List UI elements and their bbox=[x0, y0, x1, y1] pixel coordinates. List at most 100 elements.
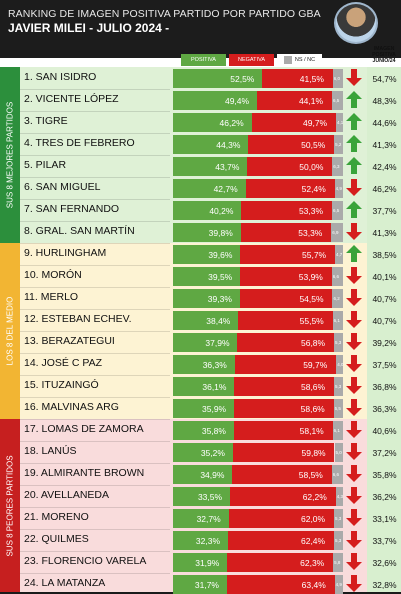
bar-ns-label: 4,1 bbox=[337, 120, 344, 125]
legend-positive: POSITIVA bbox=[181, 54, 226, 66]
bar-positive-label: 32,3% bbox=[195, 536, 221, 546]
trend-up-arrow-icon bbox=[346, 245, 362, 262]
bar-negative bbox=[240, 267, 332, 286]
row-divider bbox=[20, 397, 170, 398]
bar-ns-label: 6,3 bbox=[333, 164, 340, 169]
group-label-worst-text: SUS 8 PEORES PARTIDOS bbox=[5, 454, 15, 557]
trend-down-arrow-icon bbox=[346, 179, 362, 196]
trend-down-arrow-icon bbox=[346, 399, 362, 416]
bar-negative-label: 62,2% bbox=[302, 492, 327, 502]
bar-positive bbox=[173, 465, 233, 484]
trend-down-arrow-icon bbox=[346, 443, 362, 460]
bar-ns-label: 5,2 bbox=[335, 142, 342, 147]
bar-negative bbox=[241, 201, 332, 220]
district-name: 8. GRAL. SAN MARTÍN bbox=[24, 225, 135, 237]
bar-ns bbox=[332, 421, 343, 440]
district-name: 19. ALMIRANTE BROWN bbox=[24, 467, 145, 479]
bar-negative-label: 55,5% bbox=[299, 316, 324, 326]
bar-positive-label: 43,7% bbox=[215, 162, 240, 172]
prev-value: 38,5% bbox=[372, 250, 397, 260]
row-divider bbox=[20, 89, 170, 90]
prev-value: 46,2% bbox=[372, 184, 397, 194]
bar-negative-label: 59,7% bbox=[303, 360, 328, 370]
bar-ns bbox=[332, 69, 343, 88]
trend-down-arrow-icon bbox=[346, 223, 362, 240]
district-name: 17. LOMAS DE ZAMORA bbox=[24, 423, 144, 435]
bar-negative bbox=[228, 509, 334, 528]
district-name: 11. MERLO bbox=[24, 291, 79, 303]
bar-ns bbox=[335, 487, 343, 506]
prev-value: 36,3% bbox=[372, 404, 397, 414]
bar-ns-label: 5,3 bbox=[334, 538, 342, 543]
district-name: 20. AVELLANEDA bbox=[24, 489, 110, 501]
district-name: 1. SAN ISIDRO bbox=[24, 71, 97, 83]
district-name: 16. MALVINAS ARG bbox=[24, 401, 119, 413]
trend-down-arrow-icon bbox=[346, 531, 362, 548]
prev-value: 40,7% bbox=[372, 294, 397, 304]
trend-up-arrow-icon bbox=[346, 91, 362, 108]
trend-up-arrow-icon bbox=[346, 157, 362, 174]
avatar bbox=[334, 2, 378, 44]
bar-negative-label: 53,3% bbox=[298, 206, 324, 216]
prev-value: 36,8% bbox=[372, 382, 397, 392]
prev-value: 33,1% bbox=[372, 514, 397, 524]
bar-negative bbox=[232, 443, 335, 462]
row-divider bbox=[20, 243, 170, 244]
bar-negative bbox=[233, 421, 333, 440]
bar-negative bbox=[248, 135, 335, 154]
trend-up-arrow-icon bbox=[346, 135, 362, 152]
group-label-best-text: SUS 8 MEJORES PARTIDOS bbox=[5, 101, 15, 209]
district-name: 13. BERAZATEGUI bbox=[24, 335, 115, 347]
trend-down-arrow-icon bbox=[346, 289, 362, 306]
prev-value: 37,5% bbox=[372, 360, 397, 370]
bar-positive bbox=[173, 553, 228, 572]
prev-value: 41,3% bbox=[372, 140, 397, 150]
bar-positive bbox=[173, 157, 248, 176]
bar-ns bbox=[331, 465, 343, 484]
row-divider bbox=[20, 177, 170, 178]
row-divider bbox=[20, 419, 170, 420]
bar-ns-label: 6,5 bbox=[332, 208, 340, 213]
trend-down-arrow-icon bbox=[346, 333, 362, 350]
bar-negative-label: 50,5% bbox=[301, 140, 326, 150]
bar-positive-label: 52,5% bbox=[230, 74, 255, 84]
bar-positive-label: 46,2% bbox=[219, 118, 244, 128]
bar-positive-label: 35,8% bbox=[201, 426, 226, 436]
bar-positive bbox=[173, 91, 257, 110]
bar-ns-label: 4,3 bbox=[336, 494, 343, 499]
bar-positive-label: 40,2% bbox=[209, 206, 234, 216]
bar-positive-label: 39,5% bbox=[208, 272, 233, 282]
bar-positive bbox=[173, 113, 252, 132]
bar-ns bbox=[336, 113, 343, 132]
row-divider bbox=[20, 199, 170, 200]
district-name: 21. MORENO bbox=[24, 511, 89, 523]
bar-negative bbox=[238, 311, 333, 330]
district-name: 24. LA MATANZA bbox=[24, 577, 106, 589]
prev-value: 37,2% bbox=[372, 448, 397, 458]
bar-negative bbox=[240, 223, 332, 242]
prev-value: 48,3% bbox=[372, 96, 397, 106]
trend-down-arrow-icon bbox=[346, 377, 362, 394]
district-name: 6. SAN MIGUEL bbox=[24, 181, 101, 193]
bar-ns-label: 5,3 bbox=[334, 384, 342, 389]
bar-ns bbox=[334, 575, 343, 594]
bar-ns-label: 6,2 bbox=[333, 296, 340, 301]
bar-positive-label: 32,7% bbox=[196, 514, 221, 524]
bar-ns bbox=[333, 399, 343, 418]
bar-positive bbox=[173, 311, 239, 330]
prev-value: 41,3% bbox=[372, 228, 397, 238]
row-divider bbox=[20, 111, 170, 112]
header: RANKING DE IMAGEN POSITIVA PARTIDO POR P… bbox=[0, 0, 401, 58]
bar-negative bbox=[229, 487, 336, 506]
bar-negative-label: 56,8% bbox=[300, 338, 326, 348]
trend-down-arrow-icon bbox=[346, 487, 362, 504]
bar-positive-label: 31,7% bbox=[194, 580, 219, 590]
bar-negative bbox=[237, 333, 334, 352]
group-label-middle: LOS 8 DEL MEDIO bbox=[0, 243, 20, 419]
bar-positive-label: 31,9% bbox=[195, 558, 220, 568]
bar-positive bbox=[173, 223, 241, 242]
bar-positive bbox=[173, 179, 246, 198]
bar-ns bbox=[335, 245, 343, 264]
bar-negative bbox=[226, 575, 335, 594]
